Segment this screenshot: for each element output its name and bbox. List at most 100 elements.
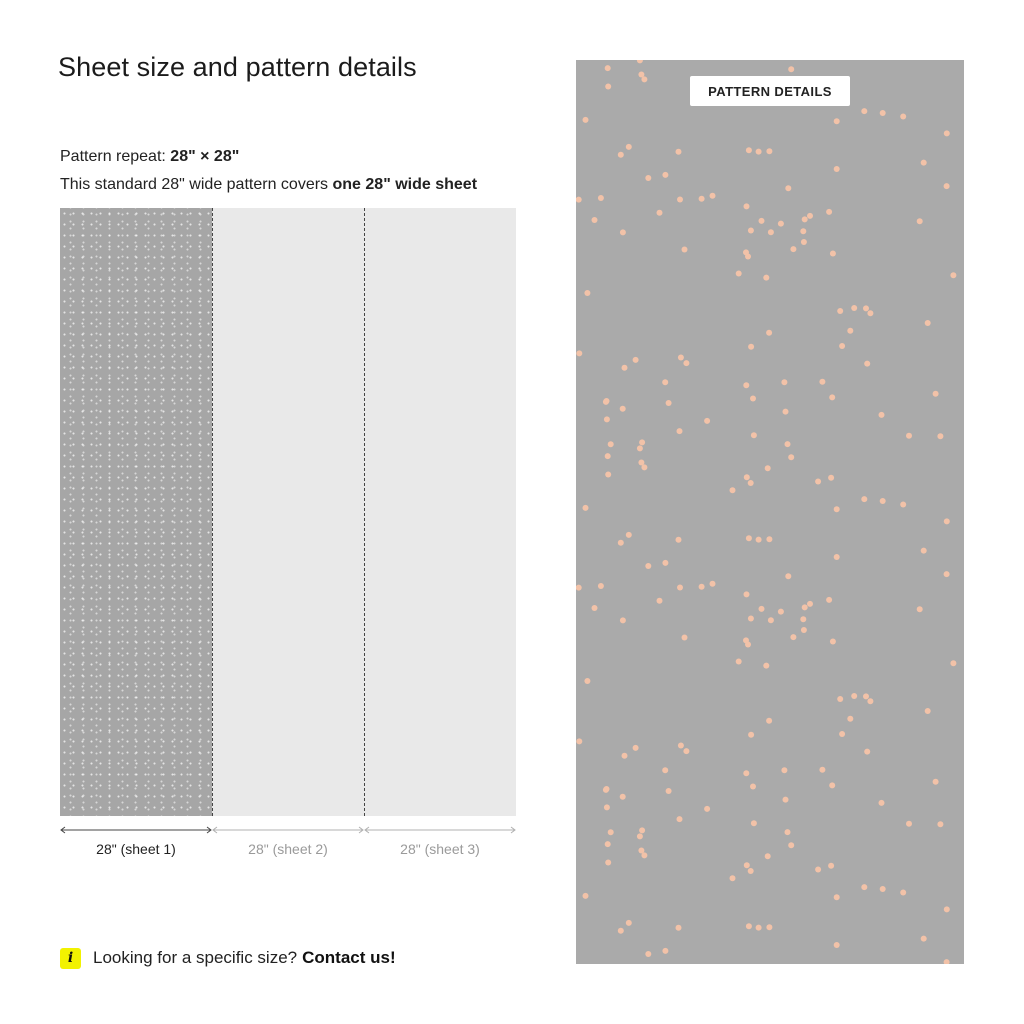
pattern-dot bbox=[932, 778, 939, 785]
pattern-dot bbox=[788, 454, 795, 461]
pattern-dot bbox=[639, 439, 646, 446]
pattern-dot bbox=[758, 217, 765, 224]
pattern-dot bbox=[636, 445, 643, 452]
pattern-dot bbox=[698, 195, 705, 202]
pattern-dots bbox=[576, 60, 957, 964]
pattern-dot bbox=[641, 464, 648, 471]
sheet-3-label: 28" (sheet 3) bbox=[400, 841, 480, 857]
pattern-dot bbox=[924, 320, 931, 326]
pattern-dot bbox=[790, 634, 797, 641]
pattern-dot bbox=[621, 364, 628, 371]
pattern-dot bbox=[943, 130, 950, 137]
pattern-dot bbox=[837, 308, 844, 314]
pattern-dot bbox=[747, 868, 754, 874]
pattern-dot bbox=[683, 748, 690, 755]
pattern-dot bbox=[800, 627, 807, 633]
pattern-repeat-label: Pattern repeat: bbox=[60, 148, 166, 165]
contact-prompt: i Looking for a specific size? Contact u… bbox=[60, 946, 396, 970]
pattern-dot bbox=[641, 76, 648, 83]
pattern-dot bbox=[766, 536, 773, 543]
pattern-dot bbox=[602, 786, 609, 793]
pattern-dot bbox=[777, 608, 784, 615]
pattern-dot bbox=[676, 428, 683, 435]
pattern-dot bbox=[777, 220, 784, 227]
pattern-dot bbox=[729, 487, 736, 494]
pattern-dot bbox=[785, 573, 792, 580]
pattern-dot bbox=[807, 600, 813, 607]
pattern-dot bbox=[879, 886, 886, 892]
pattern-dot bbox=[851, 305, 858, 311]
contact-us-link[interactable]: Contact us! bbox=[302, 948, 396, 967]
pattern-dot bbox=[621, 752, 628, 759]
sheet-2-preview bbox=[212, 208, 364, 816]
sheet-preview bbox=[60, 208, 516, 816]
pattern-dot bbox=[784, 441, 791, 448]
sheet-seam-1 bbox=[212, 208, 213, 816]
pattern-dot bbox=[847, 715, 854, 722]
pattern-dot bbox=[743, 249, 749, 256]
pattern-dot bbox=[665, 400, 672, 406]
pattern-dot bbox=[819, 766, 826, 773]
pattern-dot bbox=[632, 744, 639, 751]
pattern-dot bbox=[576, 196, 582, 203]
pattern-dot bbox=[681, 634, 688, 641]
pattern-dot bbox=[829, 638, 836, 645]
pattern-dot bbox=[833, 554, 840, 560]
pattern-dot bbox=[677, 742, 684, 749]
contact-text: Looking for a specific size? bbox=[93, 948, 298, 967]
pattern-dot bbox=[735, 658, 742, 665]
pattern-dot bbox=[801, 216, 808, 223]
pattern-dot bbox=[750, 820, 757, 827]
pattern-dot bbox=[743, 862, 750, 869]
pattern-dot bbox=[837, 696, 844, 702]
pattern-dot bbox=[788, 842, 795, 849]
pattern-dot bbox=[943, 571, 950, 578]
pattern-dot bbox=[745, 923, 752, 930]
pattern-dot bbox=[815, 866, 822, 873]
pattern-dot bbox=[662, 559, 669, 566]
pattern-dot bbox=[807, 212, 813, 219]
pattern-dot bbox=[867, 698, 874, 705]
pattern-dot bbox=[782, 796, 789, 803]
sheet-1-dimension: 28" (sheet 1) bbox=[60, 822, 212, 862]
pattern-dot bbox=[800, 228, 807, 235]
pattern-dot bbox=[597, 195, 604, 201]
pattern-dot bbox=[861, 108, 868, 115]
pattern-dot bbox=[675, 924, 682, 931]
pattern-dot bbox=[576, 738, 583, 745]
pattern-dot bbox=[645, 951, 652, 957]
pattern-dot bbox=[861, 884, 868, 891]
pattern-dot bbox=[639, 827, 646, 834]
pattern-dot bbox=[758, 605, 765, 612]
pattern-dot bbox=[785, 185, 792, 192]
pattern-dot bbox=[920, 935, 927, 942]
pattern-dot bbox=[632, 356, 639, 363]
pattern-dot bbox=[847, 327, 854, 334]
pattern-dot bbox=[767, 617, 774, 624]
pattern-dot bbox=[638, 847, 645, 854]
page-title: Sheet size and pattern details bbox=[58, 52, 417, 82]
pattern-dot bbox=[675, 148, 682, 155]
pattern-dot bbox=[636, 60, 643, 64]
dimension-arrow-icon bbox=[60, 826, 212, 834]
pattern-dot bbox=[755, 148, 762, 155]
pattern-repeat-line: Pattern repeat: 28" × 28" bbox=[60, 148, 239, 166]
pattern-dot bbox=[617, 151, 624, 158]
pattern-dot bbox=[943, 518, 950, 525]
pattern-dot bbox=[763, 274, 770, 281]
pattern-dot bbox=[943, 906, 950, 913]
pattern-dot bbox=[788, 66, 795, 73]
pattern-dot bbox=[602, 398, 609, 405]
pattern-dot bbox=[619, 617, 626, 624]
pattern-dot bbox=[591, 217, 598, 223]
pattern-dot bbox=[863, 305, 869, 312]
pattern-dot bbox=[665, 788, 672, 794]
pattern-dot bbox=[605, 859, 612, 866]
pattern-dot bbox=[878, 411, 885, 418]
pattern-dot bbox=[617, 927, 624, 934]
pattern-dot bbox=[584, 678, 591, 684]
pattern-dot bbox=[937, 821, 944, 828]
pattern-dot bbox=[625, 531, 632, 538]
pattern-dot bbox=[662, 171, 669, 178]
pattern-dot bbox=[906, 820, 912, 827]
